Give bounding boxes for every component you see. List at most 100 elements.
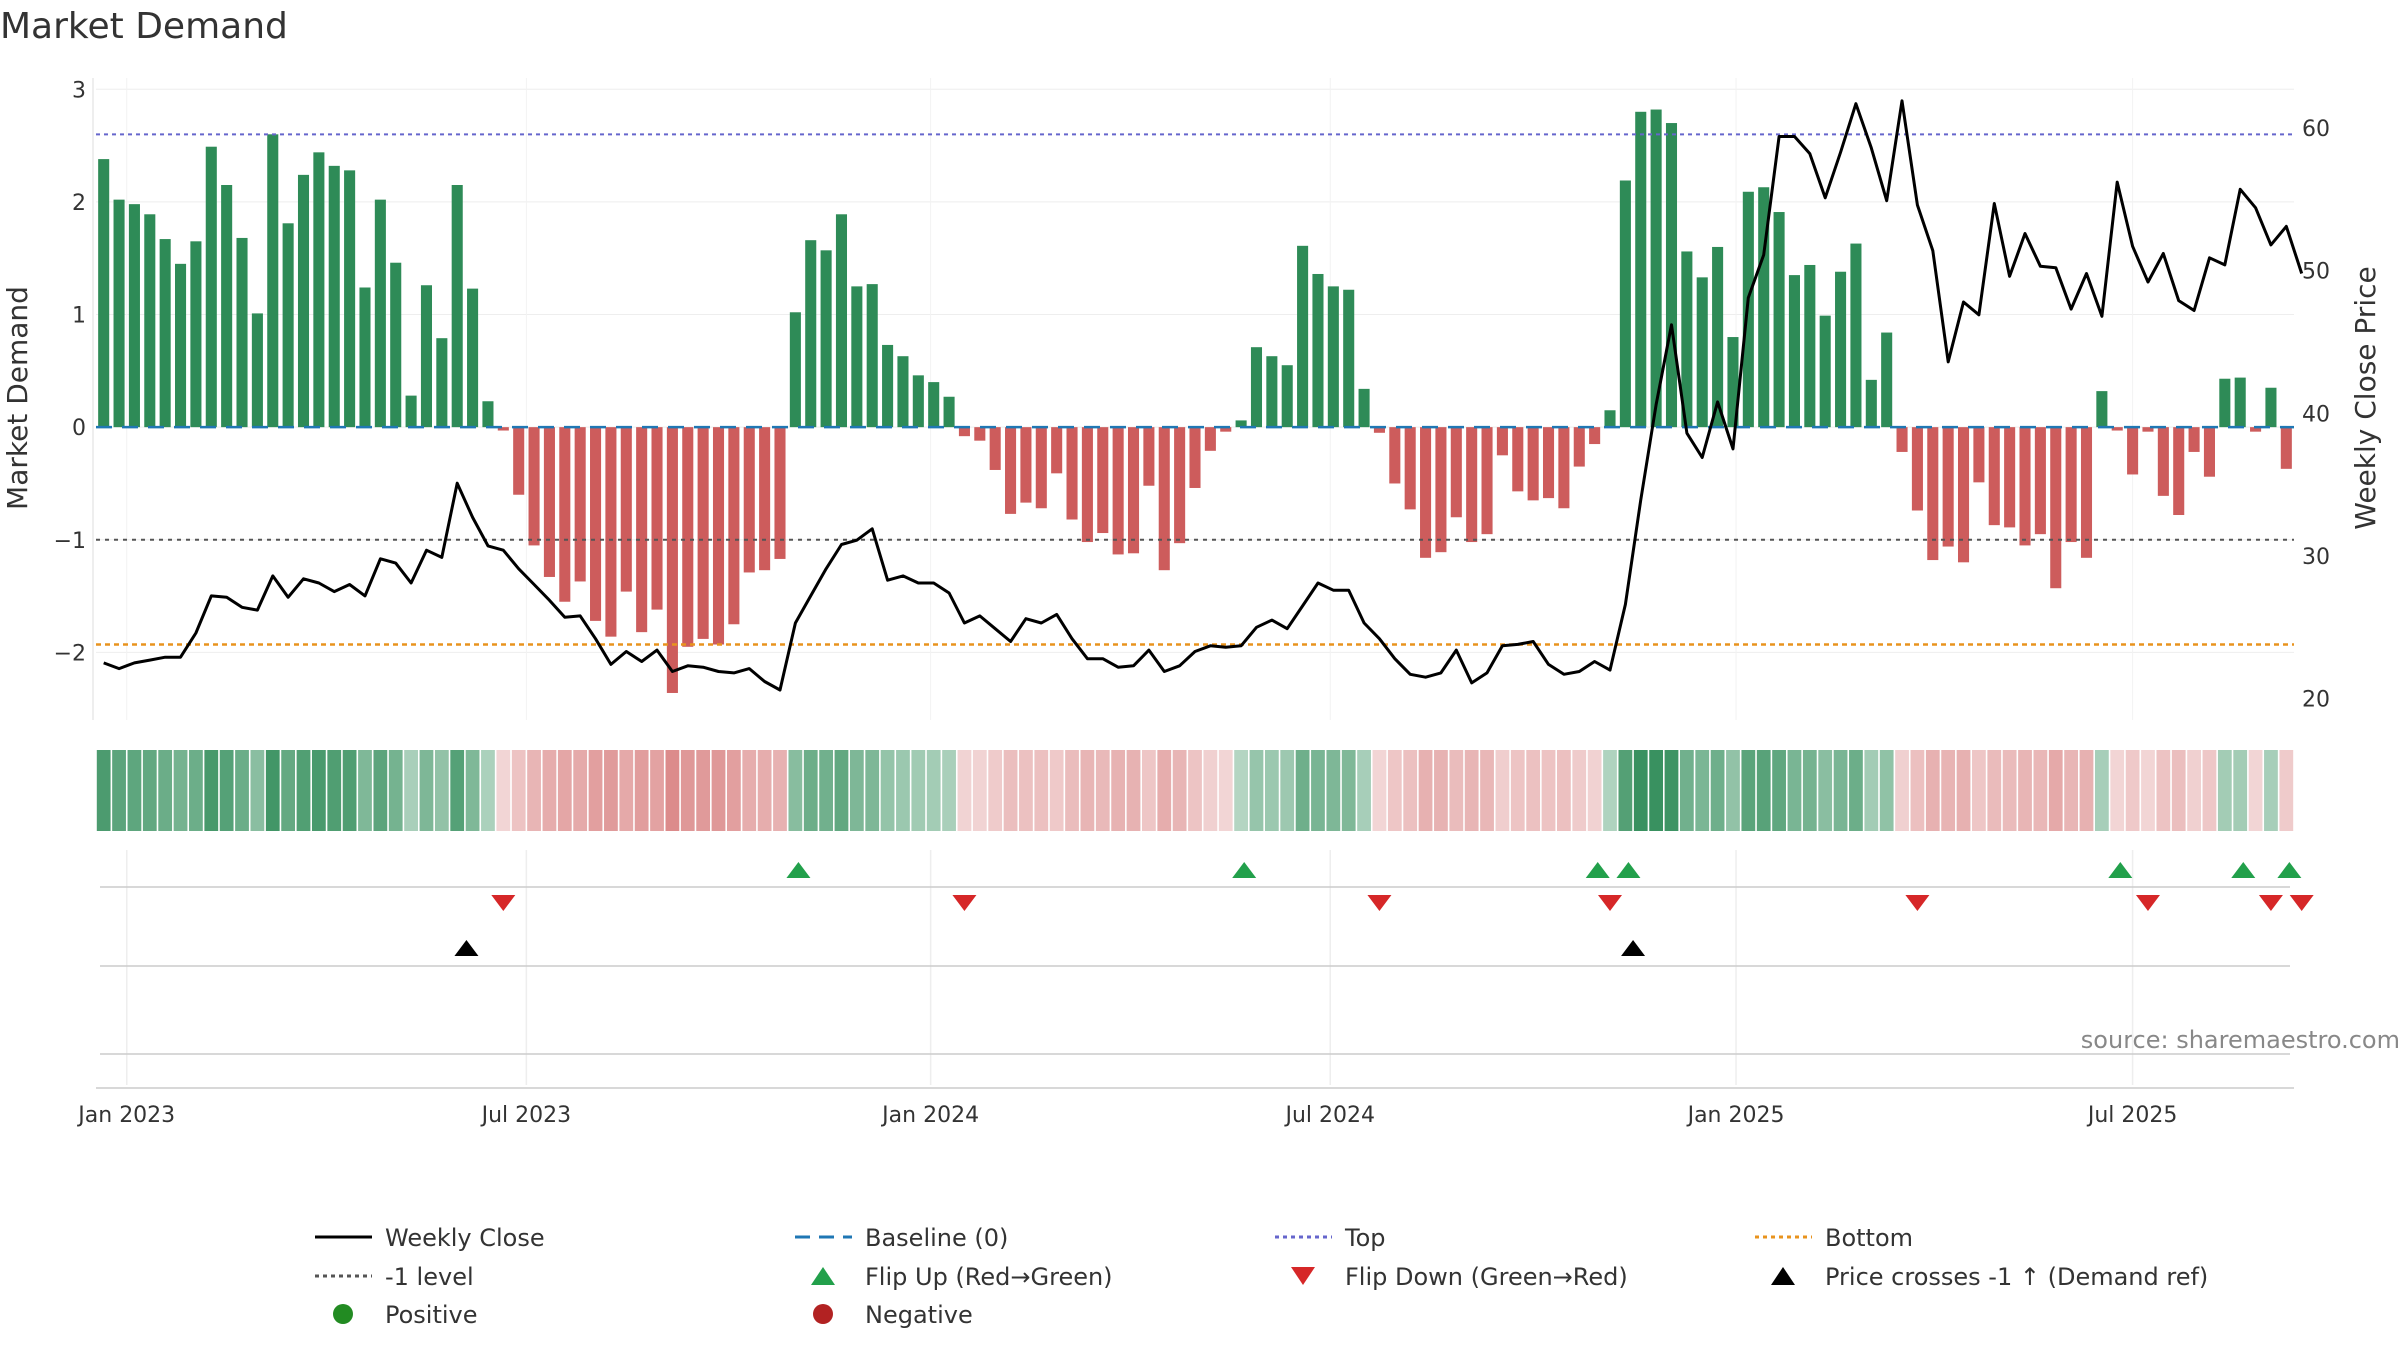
demand-bar	[1758, 187, 1770, 428]
legend-label: Baseline (0)	[865, 1224, 1008, 1252]
demand-bar	[374, 199, 386, 428]
demand-bar	[1450, 427, 1462, 518]
demand-bar	[159, 239, 171, 428]
flip-up-marker	[2108, 862, 2133, 878]
heat-cell	[296, 750, 311, 831]
heat-cell	[127, 750, 142, 831]
heat-cell	[265, 750, 280, 831]
heat-cell	[2033, 750, 2048, 831]
heat-cell	[358, 750, 372, 831]
x-tick-label: Jul 2024	[1283, 1103, 1375, 1128]
demand-bar	[2250, 427, 2262, 432]
heat-cell	[619, 750, 634, 831]
flip-up-marker	[1616, 862, 1641, 878]
heat-cell	[1126, 750, 1141, 831]
demand-bar	[297, 174, 310, 428]
demand-bar	[1466, 427, 1478, 543]
heat-cell	[972, 750, 987, 831]
heat-cell	[1218, 750, 1233, 831]
demand-bar	[574, 427, 586, 582]
heat-cell	[834, 750, 849, 831]
left-tick-label: −1	[54, 529, 86, 554]
grid-layer	[92, 78, 2294, 1085]
demand-bar	[2080, 427, 2093, 558]
heat-cell	[1679, 750, 1694, 831]
legend-item: Top	[1275, 1224, 1386, 1252]
heat-cell	[1695, 750, 1710, 831]
heat-cell	[1510, 750, 1525, 831]
demand-bar	[1250, 347, 1263, 428]
heat-cell	[1664, 750, 1679, 831]
heat-cell	[880, 750, 895, 831]
legend-item: Bottom	[1755, 1224, 1913, 1252]
heat-cell	[634, 750, 649, 831]
demand-bar	[2065, 427, 2077, 543]
demand-bar	[1911, 427, 1923, 511]
heat-cell	[1203, 750, 1218, 831]
demand-bar	[1404, 427, 1416, 510]
left-tick-label: 2	[72, 191, 86, 216]
demand-bar	[1727, 337, 1739, 428]
flip-up-marker	[2231, 862, 2256, 878]
heat-cell	[1188, 750, 1202, 831]
demand-bar	[636, 427, 648, 633]
demand-bar	[2096, 391, 2108, 428]
right-tick-label: 20	[2302, 688, 2330, 713]
heat-cell	[511, 750, 526, 831]
heat-cell	[158, 750, 173, 831]
heat-cell	[1849, 750, 1863, 831]
demand-bar	[482, 401, 494, 428]
demand-bar	[451, 185, 463, 428]
heat-cell	[711, 750, 726, 831]
demand-bar	[344, 170, 356, 428]
demand-bar	[590, 427, 602, 621]
legend-item: Weekly Close	[315, 1224, 545, 1252]
demand-bar	[1481, 427, 1493, 535]
heat-cell	[773, 750, 787, 831]
axis-labels: 3 2 1 0 −1 −2 60 50 40 30 20 Jan 2023 Jul 2023 Jan 20…	[54, 78, 2330, 1128]
left-axis-label: Market Demand	[1, 286, 34, 510]
demand-bar	[1174, 427, 1186, 544]
heat-cell	[1418, 750, 1433, 831]
heat-cell	[419, 750, 434, 831]
demand-bar	[620, 427, 632, 592]
price-cross-marker	[1621, 940, 1646, 956]
heat-cell	[173, 750, 188, 831]
heat-cell	[450, 750, 465, 831]
legend-item: Flip Down (Green→Red)	[1291, 1263, 1628, 1291]
heat-cell	[327, 750, 342, 831]
heat-cell	[1833, 750, 1848, 831]
legend-label: Positive	[385, 1301, 478, 1329]
demand-bar	[2034, 427, 2046, 535]
demand-bar	[866, 284, 878, 428]
demand-bar	[267, 134, 279, 428]
demand-bar	[728, 427, 740, 625]
heat-cell	[665, 750, 680, 831]
demand-bar	[1435, 427, 1447, 553]
heat-cell	[1003, 750, 1018, 831]
demand-bar	[1973, 427, 1985, 483]
demand-bar	[128, 204, 140, 428]
heat-cell	[757, 750, 772, 831]
heat-cell	[1311, 750, 1325, 831]
legend-label: Weekly Close	[385, 1224, 545, 1252]
heat-cell	[2064, 750, 2079, 831]
heat-cell	[1264, 750, 1279, 831]
heat-cell	[204, 750, 219, 831]
demand-bar	[1896, 427, 1908, 452]
demand-bar	[682, 427, 694, 647]
heat-cell	[865, 750, 880, 831]
heat-cell	[926, 750, 941, 831]
heat-cell	[957, 750, 972, 831]
demand-bar	[2157, 427, 2169, 496]
demand-bar	[1942, 427, 1954, 547]
price-line-layer	[103, 99, 2304, 692]
demand-bar	[1527, 427, 1539, 501]
demand-bar	[420, 285, 433, 428]
heat-cell	[465, 750, 480, 831]
heat-cell	[1464, 750, 1479, 831]
legend-swatch	[1291, 1267, 1315, 1285]
heat-cell	[219, 750, 234, 831]
demand-bar	[205, 146, 217, 428]
heat-cell	[1987, 750, 2002, 831]
